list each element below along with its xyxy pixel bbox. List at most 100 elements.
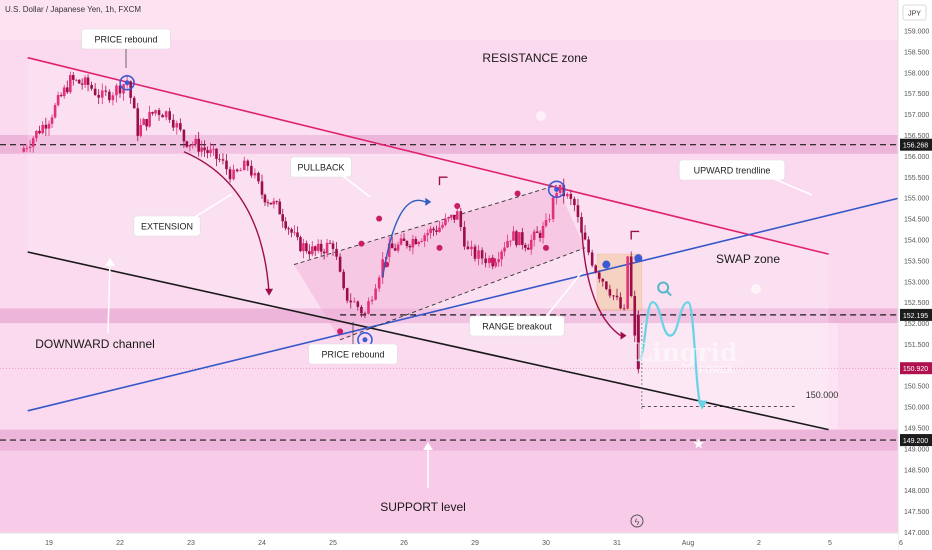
candle-body: [470, 246, 473, 250]
candle-body: [535, 231, 539, 233]
candle-body: [463, 226, 466, 247]
price-tick-label: 152.500: [904, 300, 929, 307]
candle-body: [242, 160, 246, 171]
callout-price-rebound-top-text: PRICE rebound: [94, 35, 157, 45]
pullback-touch-dot: [436, 244, 443, 251]
candle-body: [145, 119, 148, 127]
candle-body: [328, 242, 332, 244]
pullback-touch-dot: [376, 215, 383, 222]
candle-body: [250, 165, 253, 176]
candle-body: [191, 144, 195, 146]
projection-arrow-head: [697, 400, 708, 410]
candle-body: [480, 250, 484, 259]
price-tick-label: 156.000: [904, 154, 929, 161]
price-tick-label: 156.500: [904, 133, 929, 140]
price-tag-text: 156.268: [903, 143, 928, 150]
candle-body: [232, 169, 235, 180]
candle-body: [509, 240, 512, 242]
candle-body: [179, 123, 182, 130]
callout-extension: EXTENSION: [133, 215, 201, 237]
candle-body: [590, 252, 594, 266]
candle-body: [50, 117, 54, 124]
price-tag-bg: [900, 362, 932, 375]
callout-upward-trendline-box: [678, 159, 786, 181]
candle-body: [86, 77, 90, 85]
candle-body: [506, 240, 509, 248]
support-pointer-head: [423, 442, 433, 450]
callout-leader: [771, 177, 813, 196]
rebound-top-circle-dot: [124, 80, 130, 86]
candle-body: [308, 251, 311, 255]
candle-body: [115, 85, 118, 96]
price-tick-label: 157.000: [904, 112, 929, 119]
time-tick-label: 31: [613, 540, 621, 547]
candle-body: [38, 130, 41, 134]
price-tag-text: 150.920: [903, 366, 928, 373]
candle-body: [185, 141, 189, 147]
time-tick-label: 29: [471, 540, 479, 547]
candle-body: [310, 246, 314, 255]
candle-body: [83, 77, 87, 85]
resistance-zone-band: [0, 135, 898, 154]
candle-body: [260, 181, 264, 195]
candle-body: [484, 258, 487, 264]
candle-body: [432, 228, 435, 231]
pullback-top-circle-dot: [554, 186, 560, 192]
candle-body: [569, 193, 573, 199]
candle-body: [441, 224, 444, 228]
pullback-touch-dot: [337, 328, 344, 335]
pullback-touch-dot: [514, 190, 521, 197]
candle-body: [168, 111, 171, 120]
magnifier-handle: [666, 290, 672, 297]
candle-body: [100, 90, 104, 98]
channel-lower-line: [27, 251, 829, 431]
candle-body: [370, 299, 374, 302]
label-resistance-zone: RESISTANCE zone: [482, 51, 587, 65]
candle-body: [182, 129, 186, 142]
candle-body: [558, 184, 562, 193]
price-tag-text: 152.195: [903, 313, 928, 320]
candle-body: [136, 108, 140, 136]
candle-body: [444, 218, 447, 225]
callout-leader: [189, 193, 233, 221]
candle-body: [164, 111, 168, 118]
candle-body: [353, 301, 356, 303]
candle-body: [47, 123, 51, 129]
candle-body: [319, 243, 323, 252]
callout-upward-trendline: UPWARD trendline: [678, 159, 786, 181]
candle-body: [503, 247, 506, 252]
price-tick-label: 151.500: [904, 342, 929, 349]
candle-body: [512, 231, 515, 241]
label-downward-channel: DOWNWARD channel: [35, 337, 155, 351]
candle-body: [93, 88, 97, 95]
callout-upward-trendline-text: UPWARD trendline: [694, 166, 771, 176]
price-tick-label: 150.000: [904, 405, 929, 412]
price-tick-label: 148.500: [904, 467, 929, 474]
currency-button[interactable]: JPY: [902, 4, 927, 21]
candle-body: [515, 231, 518, 246]
pullback-touch-dot: [358, 240, 365, 247]
candle-body: [132, 97, 136, 109]
price-tick-label: 149.000: [904, 446, 929, 453]
price-tag: 150.920: [900, 362, 932, 375]
candle-body: [601, 278, 605, 282]
candle-body: [69, 75, 72, 93]
extension-arrow: [183, 151, 270, 294]
candle-body: [62, 87, 66, 97]
lower-shade: [0, 450, 898, 532]
candle-body: [459, 211, 463, 227]
candle-body: [363, 313, 367, 315]
target-star-icon: ★: [692, 435, 705, 451]
candle-body: [287, 228, 290, 230]
price-tag: 152.195: [900, 308, 932, 321]
candle-body: [597, 272, 601, 279]
candle-body: [104, 90, 108, 92]
candle-body: [118, 85, 122, 94]
candle-body: [544, 220, 548, 226]
price-tag: 149.200: [900, 434, 932, 447]
callout-price-rebound-bottom-text: PRICE rebound: [321, 350, 384, 360]
candle-body: [367, 301, 370, 314]
candle-body: [322, 251, 326, 254]
